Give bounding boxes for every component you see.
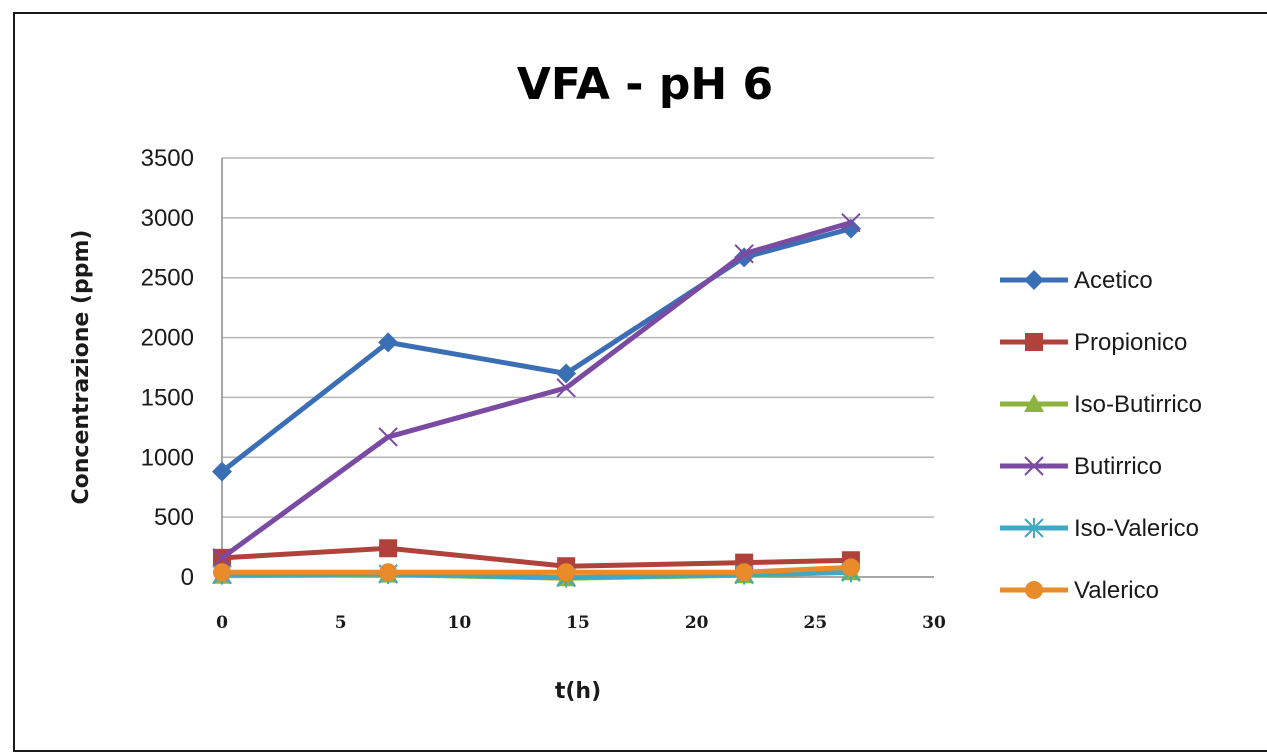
x-tick-label: 10 [447,613,471,633]
legend-marker [1024,518,1044,538]
series-butirrico [212,212,861,568]
x-tick-label: 25 [803,613,827,633]
legend-item: Acetico [1000,267,1153,294]
legend-marker [1024,456,1044,476]
legend-marker [1025,333,1043,351]
y-axis-title: Concentrazione (ppm) [69,230,94,505]
series-line [220,226,852,474]
chart-title: VFA - pH 6 [517,59,773,110]
legend-label: Valerico [1074,577,1159,604]
legend-marker [1025,581,1043,599]
legend-item: Iso-Valerico [1000,515,1199,542]
legend-label: Iso-Butirrico [1074,391,1202,418]
legend-marker [1024,270,1044,290]
x-tick-label: 0 [216,613,228,633]
x-tick-label: 5 [335,613,347,633]
legend-marker [1024,394,1044,412]
y-tick-label: 1500 [141,384,194,411]
y-tick-label: 0 [181,564,194,591]
series-line [220,220,852,560]
data-point [841,212,861,233]
series-layer [212,212,861,588]
legend-item: Butirrico [1000,453,1162,480]
y-tick-label: 1000 [141,444,194,471]
y-tick-label: 2500 [141,265,194,292]
data-point [378,427,398,447]
data-point [556,378,576,398]
x-axis-title: t(h) [555,679,601,704]
series-line [222,564,852,575]
x-tick-label: 15 [566,613,590,633]
series-line [221,545,851,569]
series-iso-valerico [212,562,861,588]
data-point [213,563,231,582]
data-point [841,558,860,577]
data-point [212,548,232,568]
y-tick-labels: 0 500 1000 1500 2000 2500 3000 3500 [141,145,194,591]
legend-label: Iso-Valerico [1074,515,1199,542]
y-tick-label: 500 [154,504,194,531]
y-tick-label: 3500 [141,145,194,172]
x-tick-labels: 0 5 10 15 20 25 30 [216,613,946,633]
data-point [556,363,577,384]
legend-item: Valerico [1000,577,1159,604]
legend-label: Acetico [1074,267,1153,294]
data-point [378,332,399,353]
legend-label: Propionico [1074,329,1187,356]
series-acetico [212,218,861,482]
legend-item: Iso-Butirrico [1000,391,1202,418]
legend-label: Butirrico [1074,453,1162,480]
data-point [212,461,232,482]
x-tick-label: 20 [685,613,709,633]
legend-item: Propionico [1000,329,1187,356]
y-tick-label: 3000 [141,205,194,232]
x-tick-label: 30 [922,613,946,633]
data-point [557,563,576,582]
data-point [379,563,398,582]
legend: Acetico Propionico Iso-Butirrico Butirrico I… [1000,267,1202,604]
data-point [734,244,754,264]
y-tick-label: 2000 [141,325,194,352]
series-valerico [213,558,860,582]
data-point [735,563,754,582]
data-point [379,539,398,558]
